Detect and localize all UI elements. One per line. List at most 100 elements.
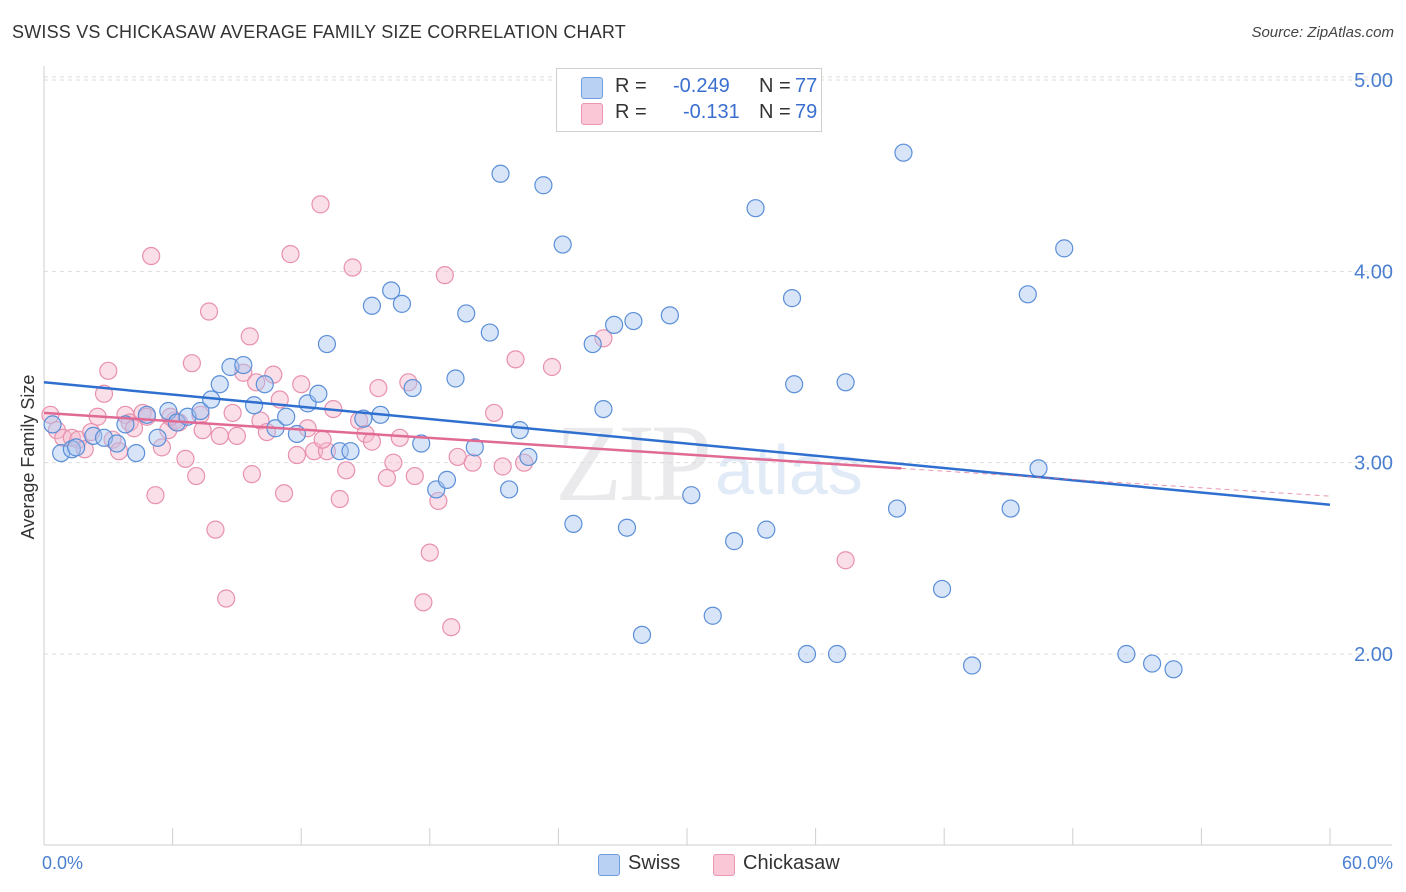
y-tick-label: 2.00	[1354, 644, 1393, 666]
swiss-point	[67, 438, 86, 457]
watermark-atlas: atlas	[715, 431, 863, 509]
chickasaw-point	[152, 438, 171, 457]
swiss-point	[746, 199, 765, 218]
chickasaw-point	[414, 593, 433, 612]
chickasaw-point	[176, 449, 195, 468]
swiss-point	[107, 434, 126, 453]
swiss-point	[583, 334, 602, 354]
chickasaw-point	[146, 486, 165, 505]
chickasaw-point	[142, 246, 161, 266]
swiss-point	[210, 375, 229, 394]
chickasaw-point	[506, 350, 525, 369]
swiss-trend-line	[43, 381, 1331, 507]
swiss-point	[1001, 499, 1020, 518]
swiss-point	[437, 470, 457, 489]
chart-title: SWISS VS CHICKASAW AVERAGE FAMILY SIZE C…	[12, 22, 626, 42]
chickasaw-point	[463, 453, 482, 472]
swiss-point	[116, 415, 135, 434]
chickasaw-swatch	[713, 854, 735, 876]
n-label: N =	[759, 75, 791, 97]
chickasaw-point	[251, 411, 270, 430]
chickasaw-trend-extension	[901, 467, 1331, 497]
swiss-point	[362, 296, 382, 315]
swiss-point	[962, 656, 982, 675]
swiss-point	[412, 434, 431, 453]
swiss-point	[827, 644, 847, 664]
chickasaw-point	[210, 426, 229, 445]
swiss-point	[480, 323, 499, 342]
chickasaw-point	[836, 551, 855, 570]
axes: 2.00 3.00 4.00 5.00 0.0% 60.0%	[42, 66, 1393, 873]
swiss-point	[191, 401, 210, 421]
chickasaw-point	[420, 543, 439, 562]
y-axis-label: Average Family Size	[18, 375, 38, 540]
x-tick-label-min: 0.0%	[42, 853, 83, 873]
chickasaw-point	[287, 445, 307, 465]
chickasaw-legend-label: Chickasaw	[743, 852, 840, 874]
y-tick-label: 3.00	[1354, 453, 1393, 475]
swiss-point	[341, 442, 360, 461]
swiss-point	[148, 428, 167, 447]
swiss-points	[43, 143, 1183, 679]
chickasaw-point	[493, 457, 512, 476]
chickasaw-point	[199, 302, 219, 321]
swiss-point	[1164, 660, 1183, 679]
chickasaw-point	[384, 453, 403, 472]
chickasaw-point	[343, 258, 362, 277]
chickasaw-point	[330, 489, 349, 509]
swiss-point	[887, 499, 907, 518]
swiss-point	[785, 375, 804, 394]
swiss-point	[564, 514, 583, 533]
chickasaw-point	[429, 491, 448, 511]
swiss-point	[1117, 644, 1136, 664]
chickasaw-trend-line	[43, 411, 902, 470]
chickasaw-point	[193, 421, 212, 440]
swiss-point	[605, 315, 624, 335]
swiss-point	[632, 625, 652, 644]
n-label: N =	[759, 101, 791, 123]
x-tick-label-max: 60.0%	[1342, 853, 1393, 873]
chickasaw-point	[292, 375, 311, 394]
chickasaw-point	[369, 378, 388, 398]
r-label: R =	[615, 75, 647, 97]
swiss-point	[519, 447, 538, 467]
chickasaw-point	[274, 484, 294, 503]
trend-lines	[43, 381, 1331, 507]
chickasaw-point	[337, 461, 356, 480]
chickasaw-point	[435, 266, 454, 285]
chickasaw-point	[206, 520, 225, 539]
swiss-point	[1143, 654, 1162, 673]
swiss-point	[244, 396, 264, 415]
swiss-point	[594, 399, 613, 419]
r-value: -0.249	[673, 75, 730, 97]
swiss-point	[932, 579, 952, 599]
chickasaw-point	[240, 327, 259, 346]
swiss-point	[457, 304, 476, 323]
chickasaw-point	[317, 442, 337, 461]
swiss-point	[392, 294, 412, 313]
chickasaw-point	[281, 245, 300, 264]
swiss-point	[1055, 239, 1074, 258]
swiss-point	[309, 384, 328, 403]
chickasaw-swatch	[581, 103, 603, 125]
swiss-point	[725, 532, 744, 551]
swiss-point	[757, 520, 776, 539]
chickasaw-point	[313, 430, 332, 449]
swiss-point	[255, 375, 274, 394]
swiss-point	[534, 176, 553, 195]
chart-source: Source: ZipAtlas.com	[1251, 24, 1394, 41]
chickasaw-point	[442, 618, 461, 637]
swiss-point	[1029, 459, 1048, 478]
swiss-point	[277, 407, 296, 426]
swiss-point	[403, 378, 422, 398]
chickasaw-point	[390, 428, 409, 447]
chickasaw-point	[217, 589, 236, 608]
swiss-point	[43, 415, 62, 434]
swiss-point	[617, 518, 637, 537]
chickasaw-point	[542, 357, 562, 377]
swiss-swatch	[581, 77, 603, 99]
swiss-point	[682, 486, 701, 505]
swiss-point	[836, 373, 855, 392]
y-tick-label: 5.00	[1354, 70, 1393, 92]
